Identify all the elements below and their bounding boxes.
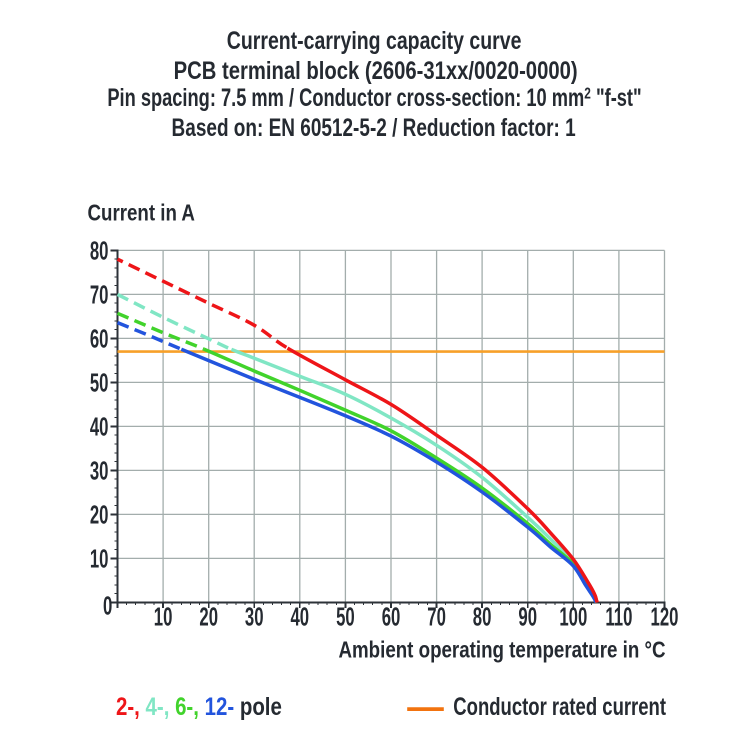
svg-text:Conductor rated current: Conductor rated current <box>453 692 666 720</box>
svg-text:120: 120 <box>651 602 679 632</box>
svg-text:Current-carrying capacity curv: Current-carrying capacity curve <box>227 26 522 54</box>
svg-text:0: 0 <box>103 591 112 621</box>
svg-text:80: 80 <box>473 602 492 632</box>
svg-text:Pin spacing: 7.5 mm / Conducto: Pin spacing: 7.5 mm / Conductor cross-se… <box>107 83 641 111</box>
svg-text:Based on: EN 60512-5-2 / Reduc: Based on: EN 60512-5-2 / Reduction facto… <box>172 114 576 142</box>
svg-text:10: 10 <box>90 544 109 574</box>
svg-text:30: 30 <box>245 602 264 632</box>
svg-text:20: 20 <box>199 602 218 632</box>
svg-text:60: 60 <box>382 602 401 632</box>
svg-text:40: 40 <box>290 602 309 632</box>
svg-text:70: 70 <box>90 280 109 310</box>
svg-text:10: 10 <box>154 602 173 632</box>
svg-text:80: 80 <box>90 236 109 266</box>
svg-text:2-, 4-, 6-, 12- pole: 2-, 4-, 6-, 12- pole <box>116 692 282 720</box>
svg-text:20: 20 <box>90 500 109 530</box>
svg-text:PCB terminal block (2606-31xx/: PCB terminal block (2606-31xx/0020-0000) <box>174 57 578 84</box>
svg-text:50: 50 <box>90 368 109 398</box>
svg-text:Current in A: Current in A <box>88 200 195 225</box>
svg-text:30: 30 <box>90 456 109 486</box>
svg-text:60: 60 <box>90 324 109 354</box>
svg-text:90: 90 <box>518 602 537 632</box>
svg-text:Ambient operating temperature: Ambient operating temperature in °C <box>338 638 665 663</box>
svg-text:100: 100 <box>559 602 587 632</box>
svg-text:40: 40 <box>90 412 109 442</box>
svg-text:110: 110 <box>605 602 632 632</box>
svg-text:50: 50 <box>336 602 355 632</box>
svg-text:70: 70 <box>427 602 446 632</box>
